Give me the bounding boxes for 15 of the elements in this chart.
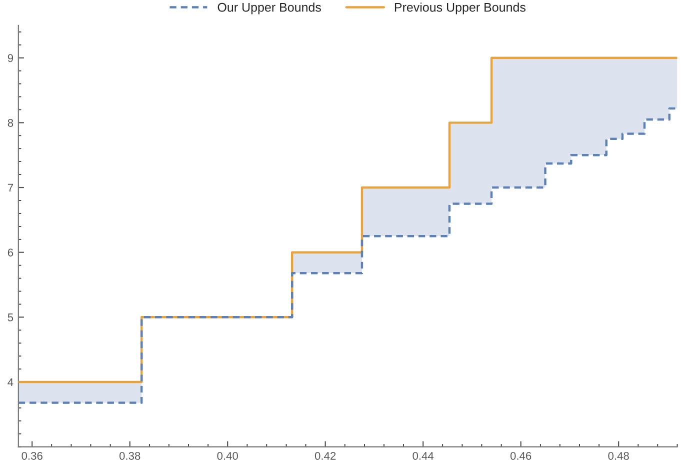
x-tick-label: 0.36 — [22, 452, 42, 460]
legend-label: Our Upper Bounds — [218, 2, 321, 14]
y-tick-label: 7 — [8, 184, 13, 192]
legend-label: Previous Upper Bounds — [394, 2, 526, 14]
x-tick-label: 0.48 — [608, 452, 629, 460]
x-tick-label: 0.40 — [217, 452, 238, 460]
x-tick-label: 0.44 — [412, 452, 434, 460]
y-tick-label: 5 — [8, 314, 14, 322]
y-tick-label: 9 — [8, 54, 14, 62]
y-tick-label: 4 — [8, 378, 14, 386]
x-tick-label: 0.42 — [314, 452, 336, 460]
x-tick-label: 0.46 — [510, 452, 532, 460]
y-tick-label: 6 — [8, 248, 14, 256]
x-tick-label: 0.38 — [119, 452, 140, 460]
y-tick-label: 8 — [8, 118, 14, 127]
